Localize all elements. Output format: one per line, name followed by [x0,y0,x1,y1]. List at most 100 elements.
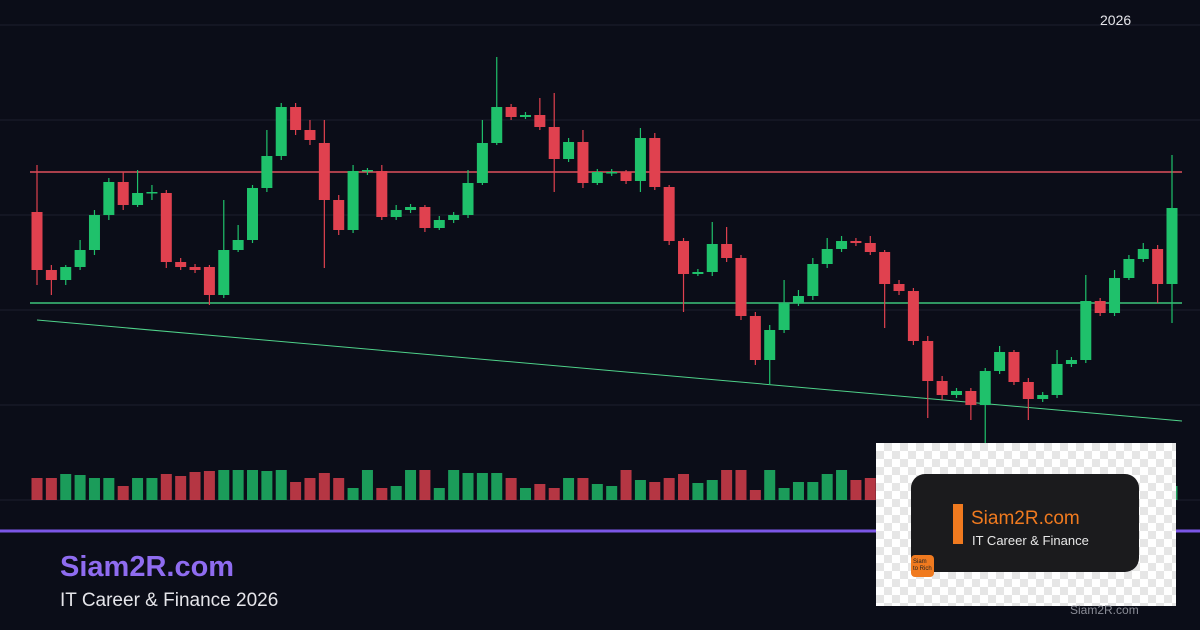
volume-bar [678,474,690,500]
volume-bar [534,484,546,500]
candle-body [606,172,618,174]
volume-bar [821,474,833,500]
volume-bar [807,482,819,500]
candle-body [749,316,761,360]
volume-bar [419,470,431,500]
candle-body [864,243,876,252]
candle-body [663,187,675,241]
candle-body [318,143,330,200]
logo-panel: Siam2R.com IT Career & Finance [911,474,1139,572]
volume-bar [45,478,57,500]
volume-bar [146,478,158,500]
brand-tagline: IT Career & Finance 2026 [60,590,279,611]
candle-body [979,371,991,405]
candle-body [821,249,833,264]
candle-body [333,200,345,230]
volume-bar [175,476,187,500]
candle-body [175,262,187,267]
candle-body [1051,364,1063,395]
volume-bar [261,471,273,500]
volume-bar [476,473,488,500]
volume-bar [591,484,603,500]
candle-body [577,142,589,183]
logo-badge: Siam to Rich [911,555,934,577]
volume-bar [864,478,876,500]
candle-body [965,391,977,405]
candle-body [907,291,919,341]
candle-body [448,215,460,220]
volume-bar [548,488,560,500]
candle-body [778,303,790,330]
volume-bar [606,486,618,500]
candle-body [419,207,431,228]
candle-body [706,244,718,272]
candle-body [692,272,704,274]
candle-body [189,267,201,270]
candle-body [247,188,259,240]
volume-bar [117,486,129,500]
candle-body [519,115,531,117]
badge-line: to Rich [913,566,932,572]
volume-bar [247,470,259,500]
candle-body [132,193,144,205]
volume-bar [778,488,790,500]
volume-bar [31,478,43,500]
volume-bar [749,490,761,500]
candle-body [1008,352,1020,382]
volume-bar [850,480,862,500]
volume-bar [649,482,661,500]
candle-body [74,250,86,267]
candle-body [1166,208,1178,284]
volume-bar [347,488,359,500]
volume-bar [634,480,646,500]
volume-bar [663,478,675,500]
candle-body [879,252,891,284]
candle-body [88,215,100,250]
candle-body [376,171,388,217]
volume-bar [433,488,445,500]
candle-body [634,138,646,181]
candle-body [146,192,158,194]
candle-body [405,207,417,210]
volume-bar [405,470,417,500]
volume-bar [491,473,503,500]
candle-body [922,341,934,381]
candle-body [261,156,273,188]
logo-title: Siam2R.com [971,508,1080,529]
candle-body [275,107,287,156]
candle-body [534,115,546,127]
candle-body [1152,249,1164,284]
volume-bar [189,472,201,500]
volume-bar [232,470,244,500]
candle-body [117,182,129,205]
volume-bar [448,470,460,500]
candle-body [1094,301,1106,313]
volume-bar [692,483,704,500]
candle-body [347,171,359,230]
candle-body [1080,301,1092,360]
candle-body [950,391,962,395]
volume-bar [218,470,230,500]
volume-bar [462,473,474,500]
volume-bar [74,475,86,500]
candle-body [1109,278,1121,313]
volume-bar [563,478,575,500]
candle-body [45,270,57,280]
candle-body [304,130,316,140]
volume-bar [290,482,302,500]
candle-body [807,264,819,296]
candle-body [203,267,215,295]
volume-bar [764,470,776,500]
volume-bar [203,471,215,500]
candle-body [390,210,402,217]
candle-body [721,244,733,258]
candle-body [218,250,230,295]
candle-body [893,284,905,291]
logo-bar [953,504,963,544]
candle-body [361,170,373,172]
volume-bar [333,478,345,500]
candle-body [792,296,804,303]
volume-bar [577,478,589,500]
